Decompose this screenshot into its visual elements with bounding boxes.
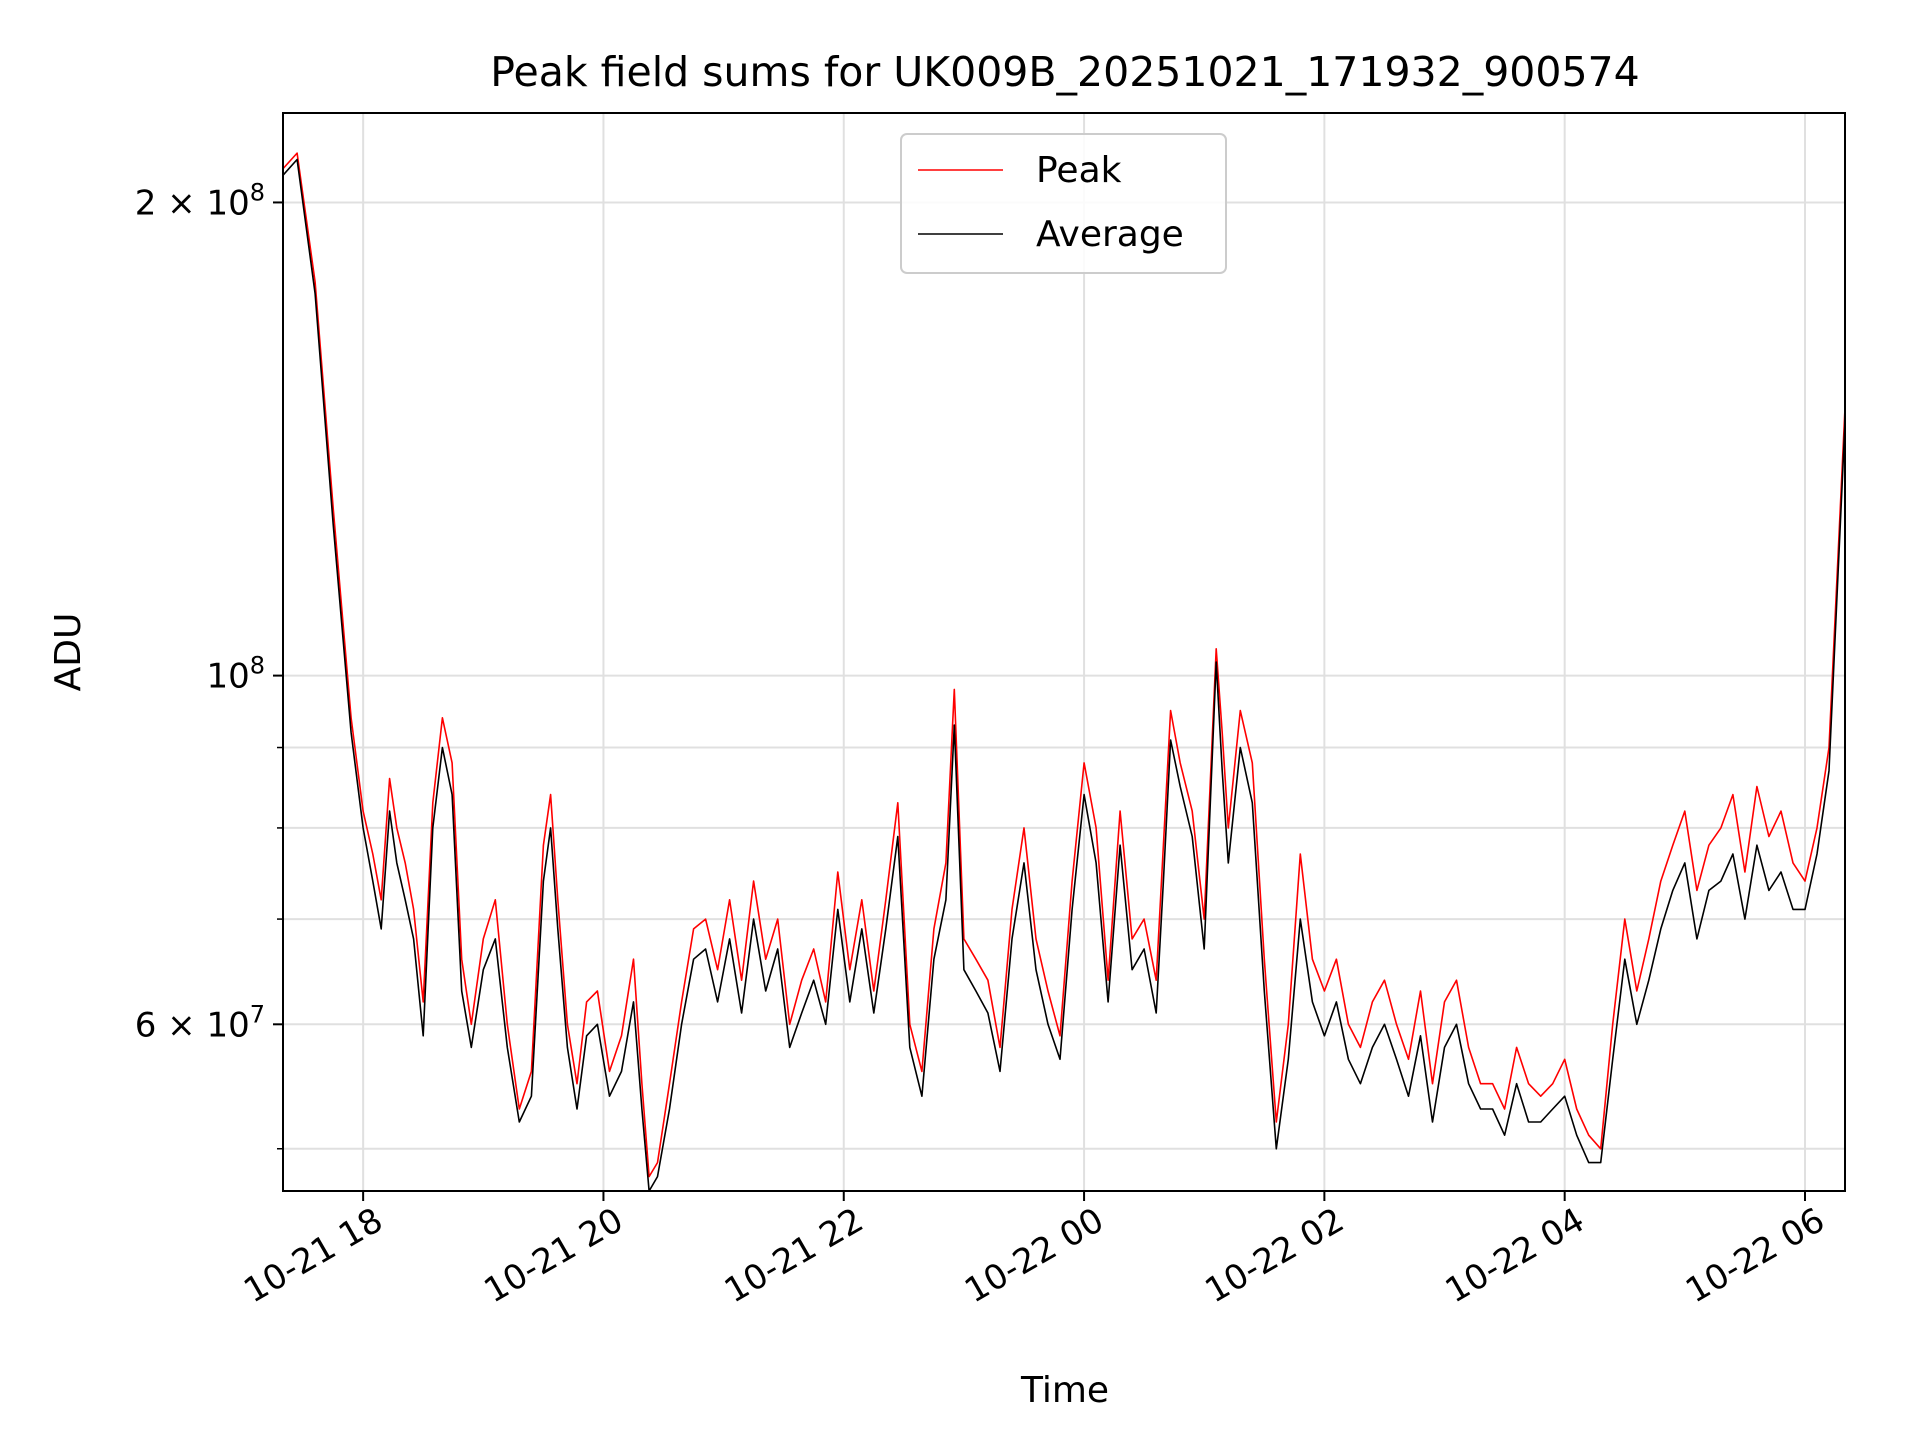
legend-peak-label: Peak: [1036, 150, 1122, 191]
plot-frame: [282, 112, 1846, 1192]
series-layer: [283, 152, 1845, 1191]
legend-box: [900, 133, 1227, 274]
series-line-average: [283, 158, 1845, 1191]
y-tick-exponent: 8: [250, 652, 265, 680]
legend: Peak Average: [900, 133, 1227, 274]
y-tick-exponent: 7: [250, 1000, 265, 1028]
y-tick-label: 108: [206, 652, 265, 697]
y-tick-base: 6 × 10: [135, 1005, 250, 1045]
series-line-peak: [283, 152, 1845, 1178]
y-tick-base: 10: [206, 657, 249, 697]
chart-title: Peak field sums for UK009B_20251021_1719…: [490, 48, 1639, 96]
y-tick-label: 2 × 108: [135, 178, 265, 223]
y-tick-base: 2 × 10: [135, 183, 250, 223]
y-axis-title: ADU: [48, 613, 89, 692]
y-tick-exponent: 8: [250, 178, 265, 206]
y-tick-label: 6 × 107: [135, 1000, 265, 1045]
legend-average-label: Average: [1036, 214, 1184, 255]
x-axis-title: Time: [1020, 1370, 1109, 1411]
